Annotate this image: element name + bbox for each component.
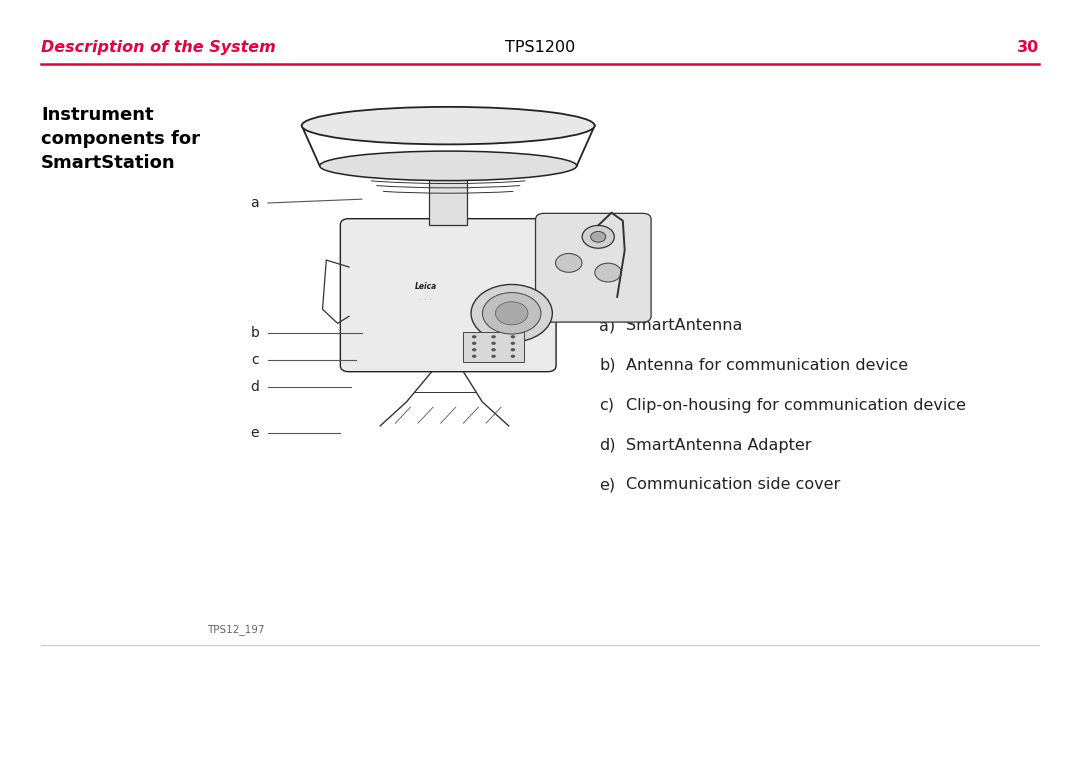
Text: TPS1200: TPS1200 [504,40,576,55]
Circle shape [472,348,476,352]
Text: Clip-on-housing for communication device: Clip-on-housing for communication device [626,398,967,413]
Text: SmartAntenna Adapter: SmartAntenna Adapter [626,437,812,453]
Circle shape [511,342,515,345]
Circle shape [591,231,606,242]
Circle shape [491,348,496,352]
FancyBboxPatch shape [340,219,556,372]
Circle shape [511,355,515,358]
Text: a: a [251,196,259,210]
FancyBboxPatch shape [536,213,651,322]
Circle shape [511,348,515,352]
Text: c: c [252,353,259,367]
Text: Antenna for communication device: Antenna for communication device [626,358,908,373]
Text: Leica: Leica [415,282,436,291]
Text: d): d) [599,437,616,453]
Text: a): a) [599,318,616,333]
Text: b: b [251,326,259,340]
Circle shape [491,336,496,339]
Circle shape [511,336,515,339]
Bar [463,332,524,362]
Text: TPS12_197: TPS12_197 [206,624,265,635]
Text: e: e [251,426,259,440]
Text: Communication side cover: Communication side cover [626,477,840,493]
Circle shape [483,293,541,334]
Circle shape [491,342,496,345]
Text: 30: 30 [1016,40,1039,55]
Text: Description of the System: Description of the System [41,40,275,55]
Ellipse shape [320,151,577,181]
Circle shape [472,336,476,339]
Text: c): c) [599,398,615,413]
Text: SmartAntenna: SmartAntenna [626,318,743,333]
Bar [429,174,467,225]
Circle shape [595,264,621,282]
Circle shape [491,355,496,358]
Text: b): b) [599,358,616,373]
Text: e): e) [599,477,616,493]
Text: Instrument
components for
SmartStation: Instrument components for SmartStation [41,106,200,172]
Circle shape [582,225,615,248]
Text: ·  ·  ·: · · · [419,297,432,303]
Circle shape [496,302,528,325]
Circle shape [555,254,582,272]
Ellipse shape [301,106,595,145]
Circle shape [472,342,476,345]
Circle shape [471,284,552,342]
Text: d: d [251,380,259,394]
Circle shape [472,355,476,358]
